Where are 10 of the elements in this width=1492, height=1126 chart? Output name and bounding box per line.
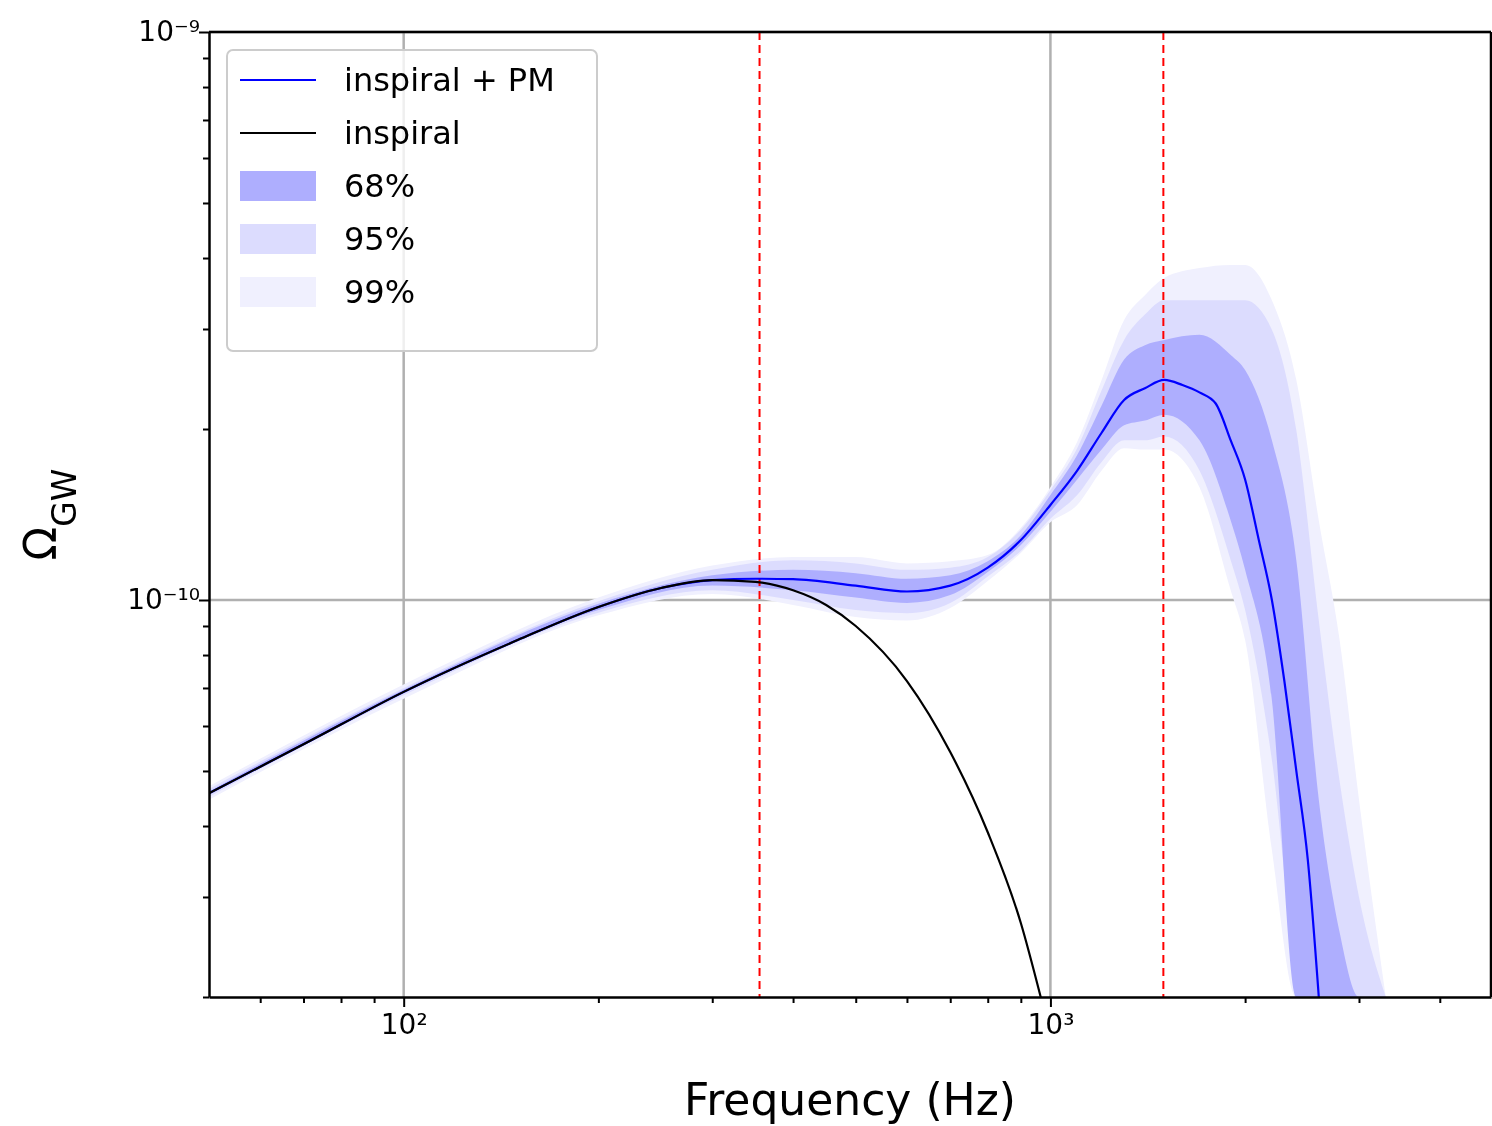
legend-label: inspiral + PM xyxy=(344,61,555,99)
legend-label: 99% xyxy=(344,273,416,311)
legend-label: 68% xyxy=(344,167,416,205)
y-tick-label: 10⁻¹⁰ xyxy=(127,583,200,617)
y-tick-label: 10⁻⁹ xyxy=(138,15,200,49)
x-tick-label: 10³ xyxy=(1027,1008,1075,1041)
legend-label: 95% xyxy=(344,220,416,258)
x-tick-label: 10² xyxy=(380,1008,428,1041)
x-axis-title: Frequency (Hz) xyxy=(684,1074,1016,1125)
legend-label: inspiral xyxy=(344,114,461,152)
